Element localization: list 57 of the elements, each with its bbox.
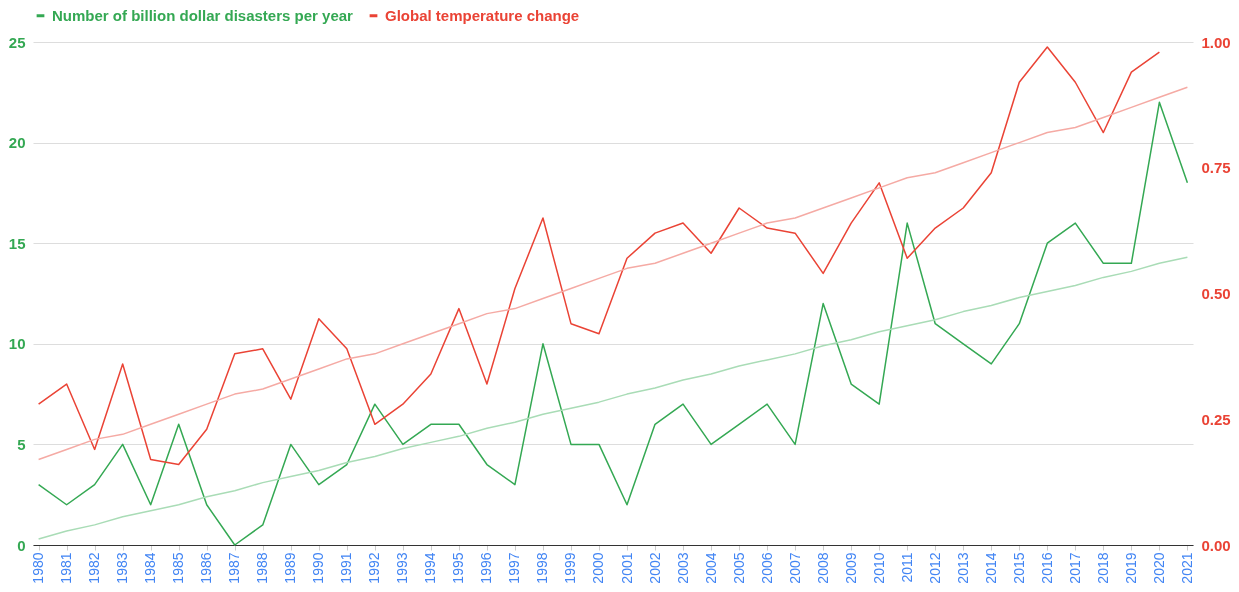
x-tick-label: 2000 [590,552,607,584]
y2-tick-label: 0.75 [1201,159,1231,177]
x-tick-label: 1992 [366,552,383,584]
x-tick-label: 2003 [674,552,691,584]
x-tick-label: 2005 [730,552,747,584]
line-series [37,101,1189,546]
x-tick-label: 2008 [814,552,831,584]
legend-label: Number of billion dollar disasters per year [52,6,354,24]
y-tick-label: 25 [8,33,26,51]
x-tick-label: 1991 [338,552,355,584]
x-tick-label: 1995 [450,552,467,584]
x-tick-label: 2001 [618,552,635,584]
x-tick-label: 2010 [870,552,887,584]
x-tick-label: 2018 [1094,552,1111,584]
x-tick-label: 1980 [30,552,47,584]
x-tick-label: 2020 [1150,552,1167,584]
y2-tick-label: 0.50 [1201,285,1231,302]
x-tick-label: 1988 [254,552,271,584]
x-tick-label: 2006 [758,552,775,584]
y2-tick-label: 0.25 [1201,410,1231,428]
y-tick-label: 0 [17,536,26,554]
x-tick-label: 1986 [198,552,215,584]
x-tick-label: 2017 [1066,552,1083,584]
x-tick-label: 1996 [478,552,495,584]
x-tick-label: 2007 [786,552,803,584]
x-tick-label: 2004 [702,552,719,584]
y-tick-label: 15 [8,234,26,252]
y-tick-label: 10 [8,335,26,353]
x-tick-label: 1982 [86,552,103,584]
x-tick-label: 2012 [926,552,943,584]
y2-tick-label: 1.00 [1201,33,1231,51]
x-tick-label: 2013 [954,552,971,584]
x-tick-label: 1994 [422,552,439,584]
x-tick-label: 1999 [562,552,579,584]
x-tick-label: 1997 [506,552,523,584]
x-tick-label: 2002 [646,552,663,584]
x-tick-label: 1987 [226,552,243,584]
x-tick-label: 2019 [1122,552,1139,584]
x-tick-label: 1993 [394,552,411,584]
x-tick-label: 1998 [534,552,551,584]
x-tick-label: 1990 [310,552,327,584]
x-tick-label: 2021 [1178,552,1195,584]
x-tick-label: 1989 [282,552,299,584]
y2-tick-label: 0.00 [1201,536,1231,554]
line-series [37,256,1189,540]
x-tick-label: 1984 [142,552,159,584]
x-tick-label: 2016 [1038,552,1055,584]
x-tick-label: 2015 [1010,552,1027,584]
legend-label: Global temperature change [385,6,580,24]
x-tick-label: 2014 [982,552,999,584]
y-tick-label: 5 [17,435,26,453]
x-tick-label: 1985 [170,552,187,584]
x-tick-label: 1983 [114,552,131,584]
y-tick-label: 20 [8,134,26,152]
x-tick-label: 2009 [842,552,859,584]
x-tick-label: 1981 [58,552,75,584]
x-tick-label: 2011 [898,552,915,583]
